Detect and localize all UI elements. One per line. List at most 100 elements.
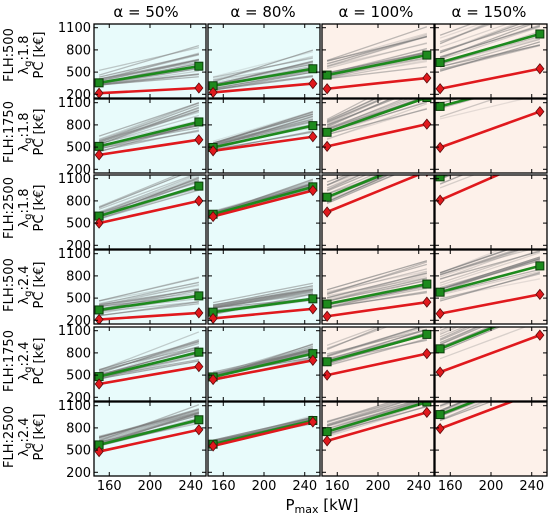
alternative-solution-line <box>212 289 313 308</box>
panel-r5-c3 <box>321 326 435 402</box>
alternative-solution-line <box>439 24 487 45</box>
optimum-point-marker <box>422 296 432 308</box>
x-tick-label: 200 <box>366 479 391 494</box>
alternative-solution-line <box>98 348 200 376</box>
optimum-point-marker <box>422 347 432 360</box>
panel-plot-area <box>94 101 204 161</box>
reference-point-marker <box>194 61 204 71</box>
alternative-solution-line <box>98 59 200 83</box>
alternative-solution-line <box>212 49 314 83</box>
alternative-solution-line <box>326 99 410 129</box>
alternative-solution-line <box>326 272 428 299</box>
y-tick-label: 200 <box>66 88 91 103</box>
y-tick-label: 1100 <box>58 172 91 187</box>
alternative-solution-line <box>212 343 314 375</box>
alternative-solution-line <box>326 99 392 128</box>
alternative-solution-line <box>326 402 393 423</box>
row-label-flh: FLH:2500 <box>2 177 17 239</box>
alternative-solution-line <box>326 175 355 186</box>
alternative-solution-line <box>98 411 200 437</box>
alternative-solution-line <box>98 54 200 80</box>
panel-frame <box>434 174 548 250</box>
alternative-solution-line <box>439 24 510 48</box>
optimum-series-line <box>439 293 541 315</box>
alternative-solution-line <box>326 99 376 122</box>
column-title-alpha-100: α = 100% <box>339 3 414 21</box>
alternative-solution-line <box>326 42 428 67</box>
optimum-point-marker <box>194 307 204 319</box>
alternative-solution-line <box>439 327 466 338</box>
alternative-solution-line <box>212 416 314 441</box>
alternative-solution-line <box>98 180 200 215</box>
panel-plot-area <box>322 175 429 218</box>
panel-frame <box>434 249 548 325</box>
panel-frame <box>207 98 321 174</box>
panel-grid <box>93 23 548 477</box>
alternative-solution-line <box>98 414 200 444</box>
optimum-point-marker <box>322 369 332 381</box>
alternative-solution-line <box>326 327 423 357</box>
y-tick-label: 500 <box>66 66 91 81</box>
alternative-solution-line <box>98 61 199 80</box>
alternative-solution-line <box>98 288 199 308</box>
panel-plot-area <box>435 175 501 206</box>
panel-r6-c1 <box>93 401 207 477</box>
optimum-point-marker <box>535 329 545 341</box>
alternative-solution-line <box>212 71 313 89</box>
alternative-solution-line <box>213 75 313 91</box>
reference-point-marker <box>308 294 318 304</box>
alternative-solution-line <box>326 263 428 294</box>
alternative-solution-line <box>98 109 200 144</box>
reference-series-line <box>212 185 314 216</box>
alternative-solution-line <box>439 327 479 346</box>
reference-point-marker <box>194 347 204 357</box>
y-tick-label: 1100 <box>58 247 91 262</box>
alternative-solution-line <box>98 67 199 85</box>
alternative-solution-line <box>439 270 541 296</box>
optimum-point-marker <box>435 194 445 206</box>
reference-point-marker <box>535 261 545 271</box>
alternative-solution-line <box>98 404 200 442</box>
alternative-solution-line <box>326 99 384 126</box>
optimum-point-marker <box>94 378 104 390</box>
alternative-solution-line <box>326 284 428 309</box>
alternative-solution-line <box>98 288 199 306</box>
alternative-solution-line <box>326 268 428 295</box>
optimum-point-marker <box>308 416 318 428</box>
alternative-solution-line <box>98 53 200 78</box>
reference-series-line <box>439 327 498 351</box>
panel-plot-area <box>322 327 432 381</box>
alternative-solution-line <box>326 52 427 74</box>
panel-plot-area <box>208 110 318 157</box>
panel-frame <box>434 401 548 477</box>
alternative-solution-line <box>326 329 428 361</box>
panel-frame <box>93 401 207 477</box>
panel-frame <box>207 326 321 402</box>
alternative-solution-line <box>439 402 467 414</box>
y-tick-label: 500 <box>66 292 91 307</box>
optimum-point-marker <box>322 206 332 218</box>
x-tick-label: 240 <box>292 479 317 494</box>
alternative-solution-line <box>439 402 480 417</box>
optimum-series-line <box>212 307 313 320</box>
alternative-solution-line <box>326 100 428 136</box>
y-tick-label: 800 <box>66 269 91 284</box>
optimum-point-marker <box>422 406 432 419</box>
alternative-solution-line <box>326 36 428 62</box>
optimum-series-line <box>98 428 200 453</box>
optimum-point-marker <box>422 118 432 130</box>
alternative-solution-line <box>326 402 402 422</box>
reference-series-line <box>326 175 385 199</box>
alternative-solution-line <box>98 175 195 210</box>
panel-frame <box>321 401 435 477</box>
row-label-pc: PC [k€] <box>32 338 47 385</box>
panel-background <box>322 24 434 98</box>
alternative-solution-line <box>212 418 314 443</box>
panel-plot-area <box>322 26 432 95</box>
reference-series-line <box>326 282 428 306</box>
alternative-solution-line <box>439 24 522 54</box>
alternative-solution-line <box>326 175 395 201</box>
alternative-solution-line <box>212 117 314 146</box>
reference-point-marker <box>535 29 545 39</box>
y-tick-label: 1100 <box>58 399 91 414</box>
